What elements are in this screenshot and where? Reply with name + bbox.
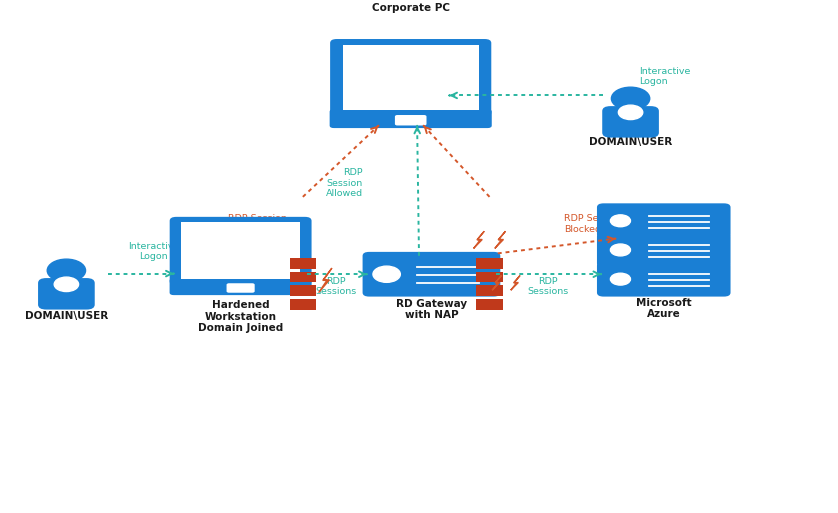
FancyBboxPatch shape [38,278,95,309]
Text: RDP Session
Blocked: RDP Session Blocked [564,214,623,234]
FancyBboxPatch shape [290,299,316,310]
Circle shape [373,266,401,282]
FancyBboxPatch shape [329,109,492,128]
Circle shape [47,259,85,282]
Circle shape [618,105,643,120]
Text: Hardened
Workstation
Domain Joined: Hardened Workstation Domain Joined [198,300,283,333]
Text: RDP Session
Blocked: RDP Session Blocked [228,214,287,234]
FancyBboxPatch shape [476,271,503,282]
FancyBboxPatch shape [476,285,503,296]
Text: RDP
Sessions: RDP Sessions [527,277,568,296]
FancyBboxPatch shape [290,271,316,282]
Polygon shape [511,275,520,290]
Circle shape [610,273,630,285]
Text: RDP
Sessions: RDP Sessions [315,277,357,296]
FancyBboxPatch shape [597,262,731,297]
Text: RD Gateway
with NAP: RD Gateway with NAP [396,299,467,320]
Text: Interactive
Logon: Interactive Logon [128,242,179,261]
Text: Corporate PC: Corporate PC [372,4,450,13]
Polygon shape [473,231,484,248]
FancyBboxPatch shape [343,45,478,110]
Text: DOMAIN\USER: DOMAIN\USER [589,137,672,147]
Circle shape [54,277,79,291]
Circle shape [612,87,649,110]
FancyBboxPatch shape [182,222,300,279]
FancyBboxPatch shape [226,283,255,293]
Text: Microsoft
Azure: Microsoft Azure [636,298,691,319]
Polygon shape [494,231,505,248]
Circle shape [610,215,630,227]
Circle shape [610,244,630,256]
FancyBboxPatch shape [290,258,316,269]
Text: DOMAIN\USER: DOMAIN\USER [25,311,108,321]
FancyBboxPatch shape [476,258,503,269]
Polygon shape [318,268,332,292]
FancyBboxPatch shape [597,203,731,238]
FancyBboxPatch shape [603,106,659,137]
FancyBboxPatch shape [169,278,312,295]
Polygon shape [492,275,501,290]
Text: Interactive
Logon: Interactive Logon [639,67,691,86]
FancyBboxPatch shape [395,115,427,126]
FancyBboxPatch shape [330,39,491,116]
Text: RDP
Session
Allowed: RDP Session Allowed [326,168,363,198]
FancyBboxPatch shape [476,299,503,310]
FancyBboxPatch shape [597,232,731,267]
FancyBboxPatch shape [363,252,500,297]
FancyBboxPatch shape [290,285,316,296]
FancyBboxPatch shape [169,217,312,285]
